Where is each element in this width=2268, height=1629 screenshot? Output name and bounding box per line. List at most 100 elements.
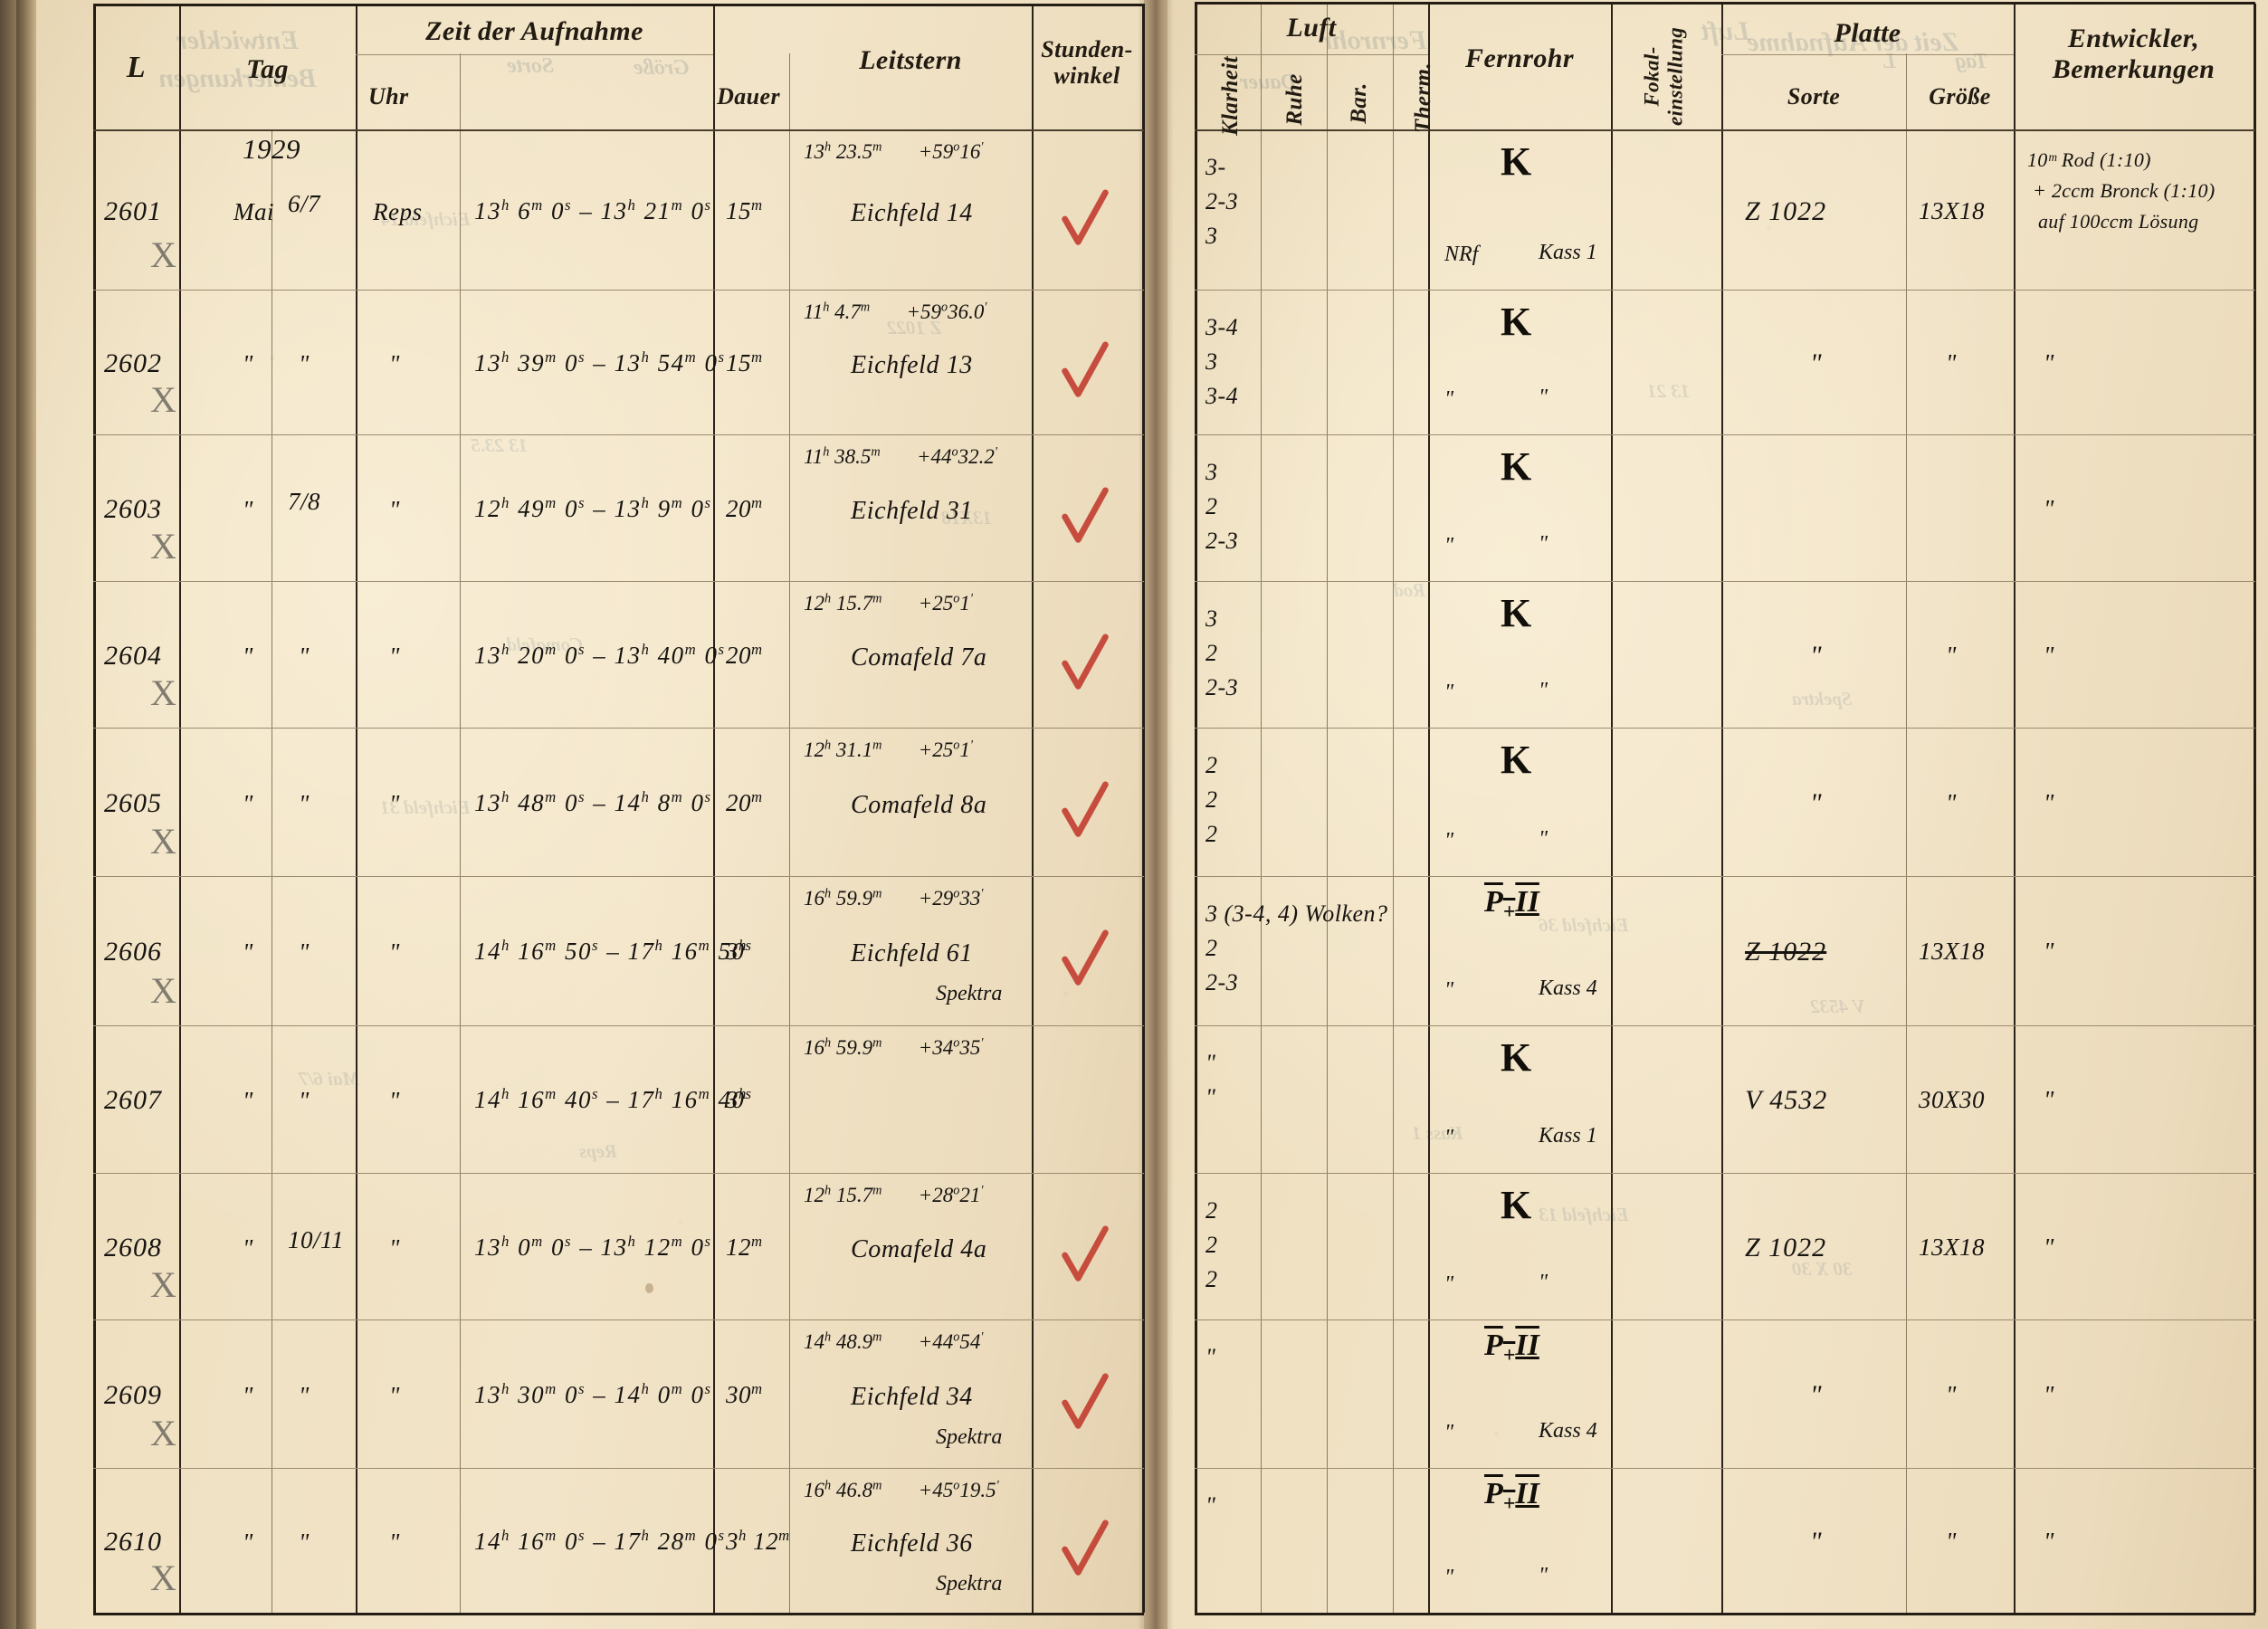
- platte-sorte-value: ": [1810, 1379, 1823, 1410]
- row-id-2606: 2606: [104, 937, 162, 967]
- zeit-aufnahme-value: 14h 16m 50s – 17h 16m 50s: [474, 937, 753, 966]
- header-stundenwinkel: Stunden-winkel: [1041, 36, 1133, 90]
- rule-after-sorte: [1906, 53, 1907, 1613]
- platte-groesse-value: ": [1946, 1380, 1957, 1408]
- uhr-value: ": [389, 1234, 400, 1262]
- red-check-mark: [1061, 634, 1109, 697]
- header-ruhe: Ruhe: [1282, 73, 1307, 126]
- bemerkungen-value: ": [2044, 1233, 2054, 1261]
- leitstern-coordinates: 12h 15.7m +25o1': [804, 591, 973, 614]
- tag-month: ": [243, 789, 253, 817]
- header-fokal-einstellung: Fokal-einstellung: [1640, 26, 1687, 127]
- uhr-value: ": [389, 938, 400, 967]
- leitstern-name: Eichfeld 14: [851, 198, 973, 227]
- klarheit-value: 2: [1205, 1197, 1218, 1224]
- klarheit-value: 2: [1205, 640, 1218, 666]
- zeit-group-underline: [356, 54, 713, 55]
- zeit-aufnahme-value: 14h 16m 0s – 17h 28m 0s: [474, 1526, 726, 1555]
- klarheit-value: 2: [1205, 493, 1218, 519]
- table-top-border-right: [1195, 2, 2255, 5]
- dauer-value: 20m: [726, 640, 763, 669]
- row-separator: [1195, 876, 2255, 877]
- fernrohr-sub-right: ": [1539, 386, 1549, 409]
- klarheit-value: ": [1205, 1492, 1216, 1519]
- row-separator: [1195, 581, 2255, 582]
- dauer-value: 15m: [726, 195, 763, 224]
- fernrohr-sub-left: ": [1444, 681, 1454, 704]
- tag-month: ": [243, 1234, 253, 1262]
- klarheit-value: 2: [1205, 935, 1218, 961]
- dauer-value: 20m: [726, 787, 763, 816]
- leitstern-coordinates: 11h 38.5m +44o32.2': [804, 444, 997, 468]
- leitstern-name: Eichfeld 34: [851, 1382, 973, 1411]
- pencil-x-mark: X: [150, 672, 176, 713]
- table-right-page-left-border: [1195, 4, 1197, 1613]
- dauer-value: 30m: [726, 1379, 763, 1408]
- dauer-value: 3h: [726, 937, 747, 966]
- platte-groesse-value: 13X18: [1919, 938, 1985, 966]
- row-separator: [93, 434, 1144, 435]
- row-id-2601: 2601: [104, 195, 162, 226]
- platte-groesse-value: 13X18: [1919, 196, 1985, 224]
- platte-sorte-value: ": [1810, 348, 1823, 378]
- klarheit-value: 2-3: [1205, 188, 1239, 214]
- rule-after-ruhe: [1327, 4, 1328, 1613]
- fernrohr-sub-left: ": [1444, 1126, 1454, 1149]
- fernrohr-sub-left: ": [1444, 829, 1454, 853]
- row-separator: [93, 1468, 1144, 1469]
- bemerkungen-value: ": [2044, 938, 2054, 966]
- rule-after-fernrohr: [1611, 4, 1613, 1613]
- platte-groesse-value: ": [1946, 1527, 1957, 1555]
- bemerkungen-value: ": [2044, 641, 2054, 669]
- tag-day: ": [299, 642, 310, 670]
- row-id-2605: 2605: [104, 787, 162, 818]
- fernrohr-sub-left: NRf: [1444, 243, 1479, 266]
- row-separator: [93, 1173, 1144, 1174]
- bemerkungen-value: ": [2044, 788, 2054, 816]
- zeit-aufnahme-value: 12h 49m 0s – 13h 9m 0s: [474, 493, 712, 522]
- tag-month: ": [243, 1381, 253, 1409]
- fernrohr-symbol: P+II: [1484, 1477, 1539, 1516]
- leitstern-name: Comafeld 4a: [851, 1234, 987, 1263]
- uhr-value: ": [389, 495, 400, 523]
- uhr-value: ": [389, 1528, 400, 1556]
- row-separator: [93, 581, 1144, 582]
- klarheit-value: 3: [1205, 223, 1218, 249]
- leitstern-coordinates: 12h 15.7m +28o21': [804, 1183, 984, 1206]
- tag-day: ": [299, 789, 310, 817]
- header-tag: Tag: [246, 54, 289, 84]
- zeit-aufnahme-value: 13h 20m 0s – 13h 40m 0s: [474, 640, 726, 669]
- bleed-through-text: Größe: [634, 56, 690, 80]
- header-uhr: Uhr: [368, 83, 409, 110]
- pencil-x-mark: X: [150, 1413, 176, 1453]
- header-bottom-right: [1195, 129, 2255, 131]
- header-luft: Luft: [1286, 13, 1337, 43]
- uhr-value: ": [389, 1087, 400, 1115]
- leitstern-name: Eichfeld 13: [851, 350, 973, 379]
- fernrohr-sub-right: ": [1539, 1271, 1549, 1294]
- fernrohr-symbol: K: [1501, 139, 1532, 184]
- bemerkungen-value: ": [2044, 348, 2054, 376]
- fernrohr-sub-right: Kass 1: [1539, 241, 1597, 264]
- bemerkungen-line: + 2ccm Bronck (1:10): [2033, 179, 2216, 202]
- row-separator: [1195, 1173, 2255, 1174]
- bemerkungen-value: ": [2044, 494, 2054, 522]
- tag-day: 7/8: [288, 487, 321, 515]
- dauer-value: 15m: [726, 348, 763, 376]
- zeit-aufnahme-value: 13h 48m 0s – 14h 8m 0s: [474, 787, 712, 816]
- leitstern-name: Eichfeld 36: [851, 1529, 973, 1558]
- leitstern-coordinates: 11h 4.7m +59o36.0': [804, 300, 987, 323]
- klarheit-value: 3: [1205, 605, 1218, 632]
- platte-sorte-value: ": [1810, 640, 1823, 671]
- platte-sorte-value: ": [1810, 787, 1823, 818]
- header-l: L: [126, 51, 147, 84]
- header-zeit-der-aufnahme: Zeit der Aufnahme: [425, 16, 643, 46]
- fernrohr-sub-left: ": [1444, 534, 1454, 557]
- rule-after-fokal: [1721, 4, 1723, 1613]
- row-separator: [1195, 1468, 2255, 1469]
- klarheit-value: 3-: [1205, 154, 1226, 180]
- header-klarheit: Klarheit: [1218, 56, 1243, 136]
- tag-month: ": [243, 1087, 253, 1115]
- fernrohr-symbol: K: [1501, 591, 1532, 635]
- header-fernrohr: Fernrohr: [1465, 43, 1574, 73]
